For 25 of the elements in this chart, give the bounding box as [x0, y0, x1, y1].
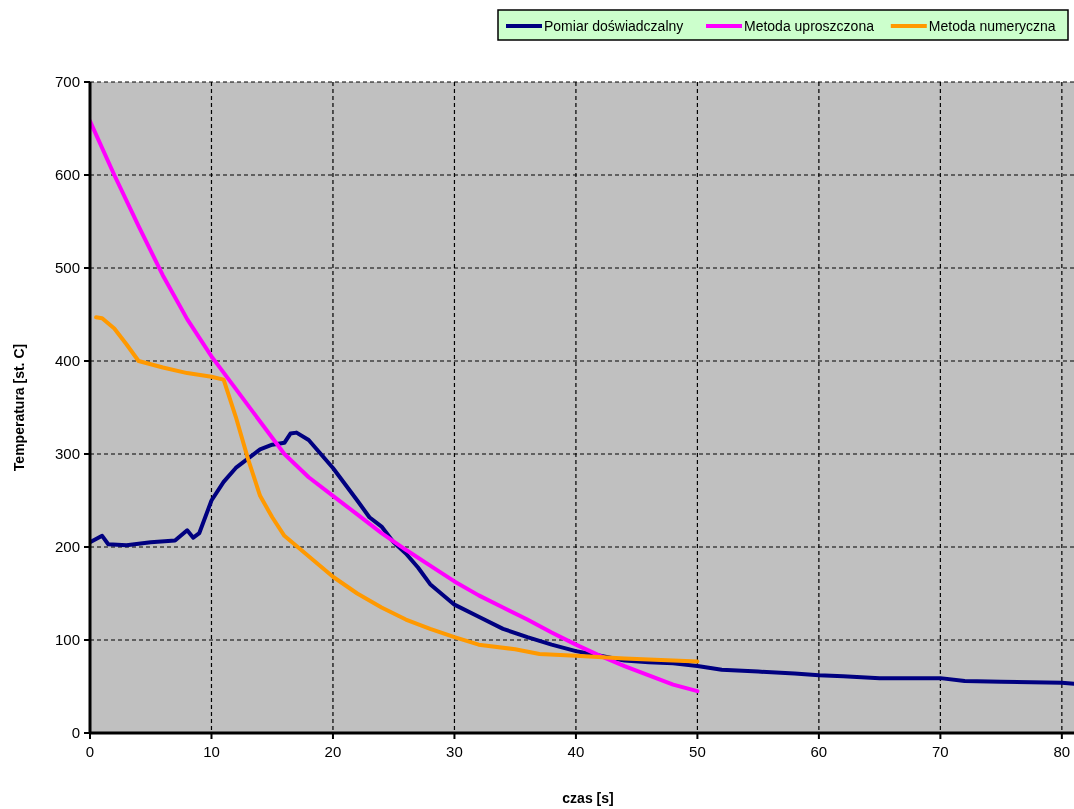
- x-axis-title: czas [s]: [562, 790, 614, 806]
- line-series: [94, 315, 700, 664]
- y-axis-title: Temperatura [st. C]: [11, 343, 27, 472]
- legend-label: Metoda numeryczna: [928, 18, 1056, 34]
- x-tick-label: 20: [324, 743, 342, 760]
- y-tick-label: 100: [54, 631, 80, 648]
- x-tick-label: 70: [932, 743, 949, 760]
- legend-label: Metoda uproszczona: [744, 18, 875, 34]
- x-tick-label: 0: [85, 743, 95, 760]
- x-tick-label: 30: [446, 743, 463, 760]
- legend-label: Pomiar doświadczalny: [544, 18, 684, 34]
- line-series: [90, 430, 1074, 686]
- line-series: [90, 119, 700, 694]
- y-tick-label: 700: [54, 73, 80, 90]
- x-tick-label: 40: [567, 743, 585, 760]
- x-tick-label: 60: [810, 743, 828, 760]
- y-tick-label: 500: [54, 259, 80, 276]
- y-tick-label: 600: [54, 166, 80, 183]
- x-tick-label: 50: [689, 743, 706, 760]
- y-tick-label: 200: [54, 538, 80, 555]
- x-tick-label: 80: [1053, 743, 1071, 760]
- y-tick-label: 300: [54, 445, 80, 462]
- y-tick-label: 0: [71, 724, 80, 741]
- y-tick-label: 400: [54, 352, 80, 369]
- x-tick-label: 10: [203, 743, 220, 760]
